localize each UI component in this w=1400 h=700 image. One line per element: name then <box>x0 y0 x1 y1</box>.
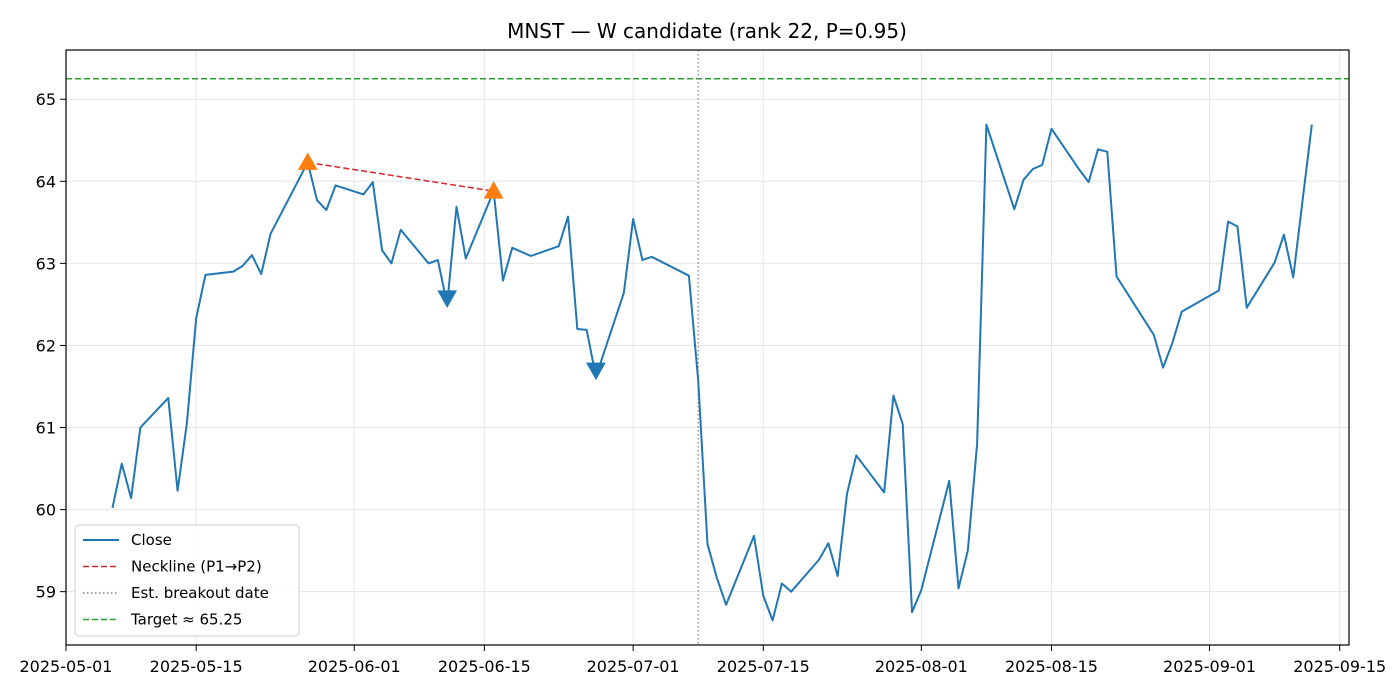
peak-marker <box>483 181 504 199</box>
chart-title: MNST — W candidate (rank 22, P=0.95) <box>507 19 907 43</box>
legend-label: Neckline (P1→P2) <box>131 558 262 576</box>
x-tick-label: 2025-07-01 <box>587 657 680 676</box>
x-tick-label: 2025-06-01 <box>308 657 401 676</box>
reference-lines <box>66 50 1349 645</box>
x-tick-label: 2025-08-15 <box>1005 657 1098 676</box>
legend-label: Est. breakout date <box>131 584 269 602</box>
x-tick-label: 2025-05-01 <box>20 657 113 676</box>
x-tick-label: 2025-06-15 <box>438 657 531 676</box>
neckline <box>307 161 494 192</box>
y-tick-label: 62 <box>36 336 56 355</box>
x-tick-label: 2025-07-15 <box>717 657 810 676</box>
y-tick-label: 59 <box>36 583 56 602</box>
legend-label: Target ≈ 65.25 <box>130 611 242 629</box>
y-tick-label: 65 <box>36 90 56 109</box>
x-tick-label: 2025-09-15 <box>1293 657 1386 676</box>
y-axis: 59 60 61 62 63 64 65 <box>36 90 66 602</box>
series-group <box>111 123 1313 622</box>
x-tick-label: 2025-08-01 <box>875 657 968 676</box>
legend-label: Close <box>131 531 172 549</box>
y-tick-label: 61 <box>36 419 56 438</box>
trough-marker <box>437 290 458 308</box>
y-tick-label: 64 <box>36 172 56 191</box>
y-tick-label: 60 <box>36 501 56 520</box>
close-price-line <box>111 123 1313 622</box>
markers-group <box>297 152 606 381</box>
x-axis: 2025-05-01 2025-05-15 2025-06-01 2025-06-15… <box>20 645 1386 676</box>
legend: Close Neckline (P1→P2) Est. breakout date T… <box>74 524 300 637</box>
y-tick-label: 63 <box>36 254 56 273</box>
x-tick-label: 2025-05-15 <box>150 657 243 676</box>
x-tick-label: 2025-09-01 <box>1163 657 1256 676</box>
plot-frame <box>65 49 1350 646</box>
legend-box <box>74 524 300 637</box>
peak-marker <box>297 152 318 170</box>
trough-marker <box>586 362 606 381</box>
